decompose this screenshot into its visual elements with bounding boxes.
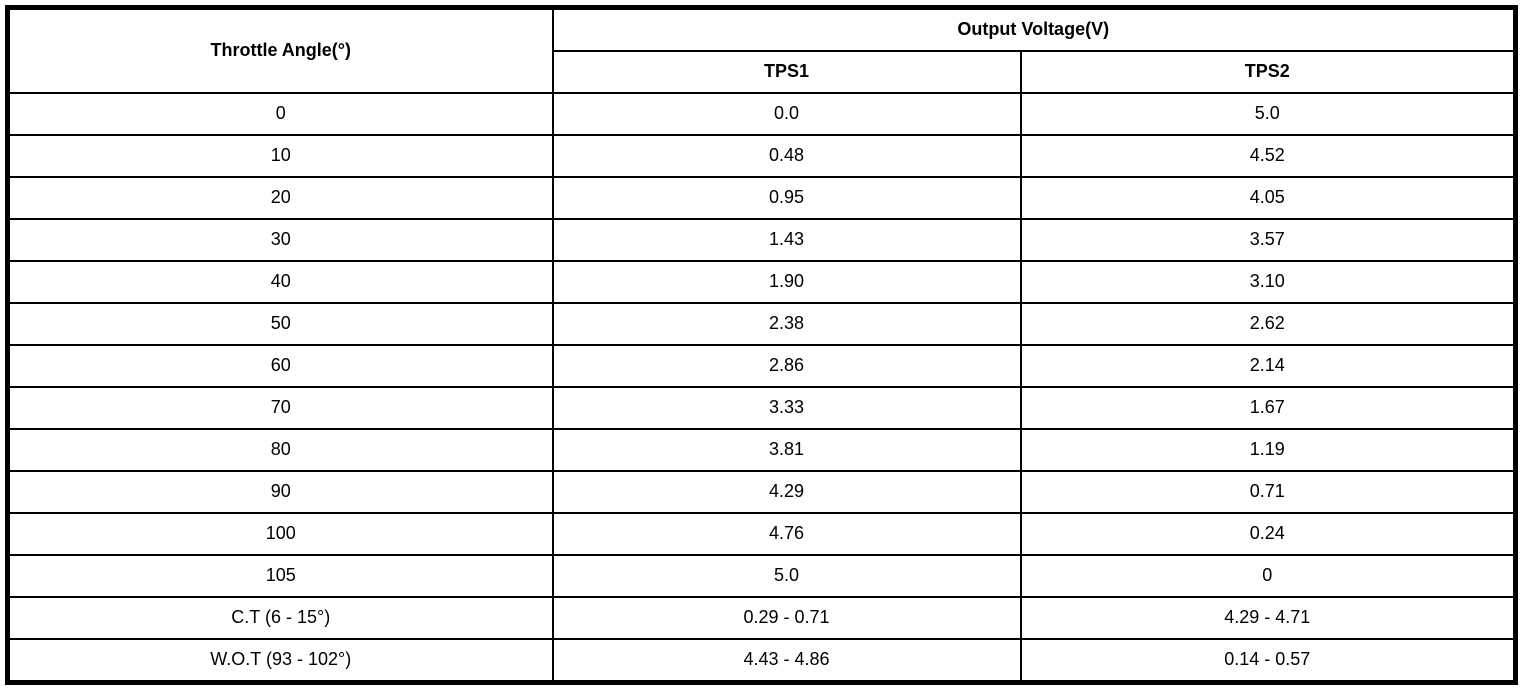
throttle-angle-cell: 30: [6, 218, 554, 262]
tps1-value-cell: 3.81: [551, 428, 1022, 472]
throttle-angle-cell: 20: [6, 176, 554, 220]
tps1-value-cell: 2.86: [551, 344, 1022, 388]
tps1-value-cell: 0.29 - 0.71: [551, 596, 1022, 640]
throttle-angle-cell: 100: [6, 512, 554, 556]
output-voltage-group-header: Output Voltage(V): [551, 6, 1517, 52]
table-row: 50 2.38 2.62: [6, 302, 1517, 346]
tps1-value-cell: 2.38: [551, 302, 1022, 346]
throttle-angle-cell: 40: [6, 260, 554, 304]
tps1-value-cell: 4.29: [551, 470, 1022, 514]
throttle-angle-cell: 50: [6, 302, 554, 346]
tps2-value-cell: 2.62: [1019, 302, 1517, 346]
table-row: 105 5.0 0: [6, 554, 1517, 598]
tps2-value-cell: 3.57: [1019, 218, 1517, 262]
table-row: 60 2.86 2.14: [6, 344, 1517, 388]
table-row: 10 0.48 4.52: [6, 134, 1517, 178]
table-row: 100 4.76 0.24: [6, 512, 1517, 556]
table-row-closed-throttle: C.T (6 - 15°) 0.29 - 0.71 4.29 - 4.71: [6, 596, 1517, 640]
throttle-angle-cell: 60: [6, 344, 554, 388]
tps1-value-cell: 4.76: [551, 512, 1022, 556]
table-row: 20 0.95 4.05: [6, 176, 1517, 220]
tps1-value-cell: 0.95: [551, 176, 1022, 220]
table-row-wide-open-throttle: W.O.T (93 - 102°) 4.43 - 4.86 0.14 - 0.5…: [6, 638, 1517, 684]
table-row: 70 3.33 1.67: [6, 386, 1517, 430]
table-body: 0 0.0 5.0 10 0.48 4.52 20 0.95 4.05 30 1…: [6, 92, 1517, 684]
table-row: 40 1.90 3.10: [6, 260, 1517, 304]
tps2-value-cell: 0.71: [1019, 470, 1517, 514]
throttle-angle-cell: 105: [6, 554, 554, 598]
tps2-value-cell: 0.24: [1019, 512, 1517, 556]
tps2-value-cell: 1.19: [1019, 428, 1517, 472]
throttle-angle-cell: C.T (6 - 15°): [6, 596, 554, 640]
tps2-value-cell: 1.67: [1019, 386, 1517, 430]
tps2-value-cell: 4.52: [1019, 134, 1517, 178]
tps2-value-cell: 0: [1019, 554, 1517, 598]
throttle-angle-cell: 10: [6, 134, 554, 178]
tps2-value-cell: 0.14 - 0.57: [1019, 638, 1517, 684]
throttle-angle-cell: W.O.T (93 - 102°): [6, 638, 554, 684]
tps2-value-cell: 5.0: [1019, 92, 1517, 136]
tps-voltage-spec-table: Throttle Angle(°) Output Voltage(V) TPS1…: [5, 5, 1518, 685]
tps2-value-cell: 3.10: [1019, 260, 1517, 304]
header-row-group: Throttle Angle(°) Output Voltage(V): [6, 6, 1517, 94]
throttle-angle-column-header: Throttle Angle(°): [6, 6, 554, 94]
tps1-value-cell: 0.0: [551, 92, 1022, 136]
tps2-value-cell: 4.29 - 4.71: [1019, 596, 1517, 640]
table-row: 90 4.29 0.71: [6, 470, 1517, 514]
table-row: 0 0.0 5.0: [6, 92, 1517, 136]
tps2-value-cell: 2.14: [1019, 344, 1517, 388]
throttle-angle-cell: 0: [6, 92, 554, 136]
header-row-sub: TPS1 TPS2: [8, 50, 1517, 94]
tps2-column-header: TPS2: [1019, 50, 1517, 94]
tps1-value-cell: 3.33: [551, 386, 1022, 430]
tps1-column-header: TPS1: [551, 50, 1022, 94]
tps1-value-cell: 4.43 - 4.86: [551, 638, 1022, 684]
tps1-value-cell: 1.90: [551, 260, 1022, 304]
table-row: 30 1.43 3.57: [6, 218, 1517, 262]
throttle-angle-cell: 70: [6, 386, 554, 430]
tps1-value-cell: 1.43: [551, 218, 1022, 262]
tps1-value-cell: 5.0: [551, 554, 1022, 598]
tps2-value-cell: 4.05: [1019, 176, 1517, 220]
throttle-angle-cell: 90: [6, 470, 554, 514]
throttle-angle-cell: 80: [6, 428, 554, 472]
table-row: 80 3.81 1.19: [6, 428, 1517, 472]
tps1-value-cell: 0.48: [551, 134, 1022, 178]
table-header: Throttle Angle(°) Output Voltage(V) TPS1…: [6, 6, 1517, 94]
